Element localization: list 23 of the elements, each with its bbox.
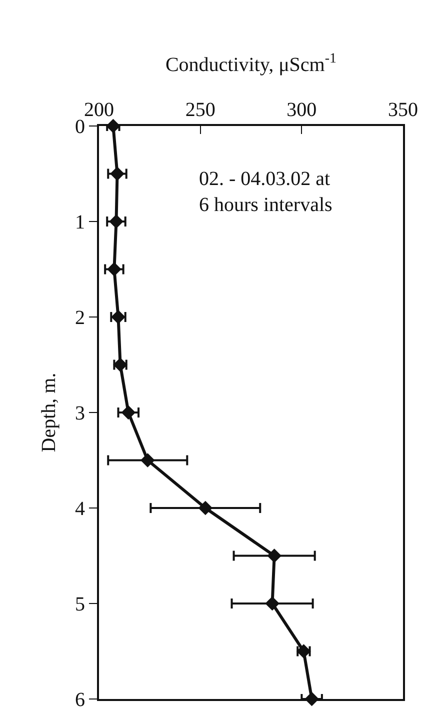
point bbox=[109, 214, 124, 229]
y-axis-title: Depth, m. bbox=[38, 372, 60, 452]
y-tick-label: 3 bbox=[75, 402, 85, 424]
y-tick-label: 2 bbox=[75, 307, 85, 329]
point bbox=[121, 405, 136, 420]
annotation: 02. - 04.03.02 at 6 hours intervals bbox=[199, 168, 333, 216]
point bbox=[198, 500, 213, 516]
x-tick-label: 350 bbox=[388, 99, 418, 121]
point bbox=[267, 548, 282, 563]
point bbox=[265, 596, 280, 611]
y-tick-label: 1 bbox=[75, 212, 85, 234]
x-tick-label: 250 bbox=[185, 99, 216, 121]
x-axis-title: Conductivity, μScm$^{-1}$ bbox=[165, 52, 337, 76]
y-tick-label: 6 bbox=[75, 689, 85, 711]
y-tick-label: 5 bbox=[75, 594, 85, 616]
point bbox=[107, 262, 122, 276]
point bbox=[110, 166, 124, 181]
x-tick-label: 200 bbox=[84, 99, 114, 121]
y-tick-label: 0 bbox=[75, 116, 85, 138]
point bbox=[106, 118, 120, 134]
point bbox=[140, 453, 155, 468]
x-tick-label: 300 bbox=[286, 99, 317, 121]
y-tick-label: 4 bbox=[75, 498, 85, 520]
